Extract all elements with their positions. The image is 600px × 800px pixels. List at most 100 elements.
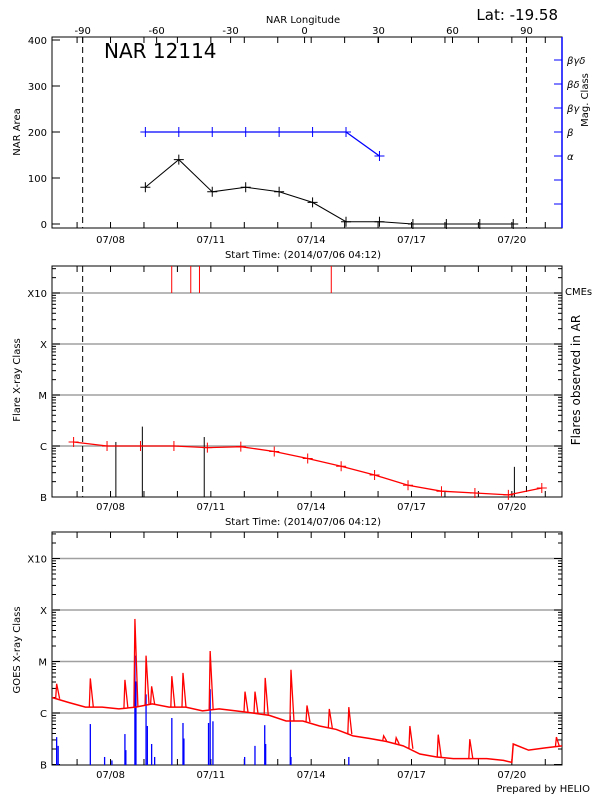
x-tick-label: 07/17 bbox=[397, 502, 426, 513]
background-flux-line bbox=[73, 441, 542, 496]
goes-long-channel-spike bbox=[347, 707, 353, 735]
y-tick-label: X bbox=[40, 606, 47, 617]
area-line bbox=[145, 158, 514, 225]
y-tick-label: B bbox=[40, 761, 47, 772]
top-tick-label: 30 bbox=[372, 26, 385, 37]
goes-long-channel-spike bbox=[468, 739, 474, 759]
mag-tick-label: βγδ bbox=[566, 56, 585, 67]
x-tick-label: 07/17 bbox=[397, 235, 426, 246]
area-point bbox=[407, 219, 418, 229]
top-tick-label: 0 bbox=[301, 26, 307, 37]
area-point bbox=[441, 219, 452, 229]
mag-tick-label: β bbox=[566, 128, 574, 139]
top-tick-label: 90 bbox=[520, 26, 533, 37]
goes-long-channel-spike bbox=[253, 691, 259, 714]
goes-long-channel-spike bbox=[208, 650, 214, 710]
background-flux-point bbox=[202, 442, 213, 453]
background-flux-point bbox=[135, 441, 146, 451]
background-flux-point bbox=[302, 453, 313, 464]
y-tick-label: X bbox=[40, 340, 47, 351]
region-label: NAR 12114 bbox=[104, 39, 217, 63]
mag-class-point bbox=[374, 151, 385, 161]
background-flux-point bbox=[102, 441, 113, 451]
y-tick-label: C bbox=[40, 709, 47, 720]
x-tick-label: 07/08 bbox=[96, 770, 125, 781]
mag-class-point bbox=[307, 127, 318, 137]
area-point bbox=[173, 154, 184, 165]
background-flux-point bbox=[235, 441, 246, 452]
footer-credit: Prepared by HELIO bbox=[496, 784, 590, 795]
background-flux-point bbox=[336, 461, 347, 472]
background-flux-point bbox=[68, 436, 79, 447]
area-point bbox=[508, 219, 519, 229]
background-flux-point bbox=[403, 480, 414, 491]
background-flux-point bbox=[369, 470, 380, 480]
background-flux-point bbox=[269, 446, 280, 457]
y-tick-label: X10 bbox=[27, 555, 47, 566]
goes-long-channel-spike bbox=[149, 686, 156, 705]
plot-frame bbox=[51, 531, 563, 766]
mag-tick-label: βδ bbox=[566, 80, 580, 91]
area-point bbox=[341, 216, 352, 227]
mag-tick-label: βγ bbox=[566, 104, 580, 115]
goes-long-channel-spike bbox=[88, 678, 94, 708]
y-tick-label: 300 bbox=[28, 82, 47, 93]
y-axis-title: GOES X-ray Class bbox=[12, 606, 23, 693]
y-tick-label: 400 bbox=[28, 36, 47, 47]
x-tick-label: 07/11 bbox=[196, 770, 225, 781]
goes-long-channel-line bbox=[51, 696, 563, 764]
goes-long-channel-spike bbox=[436, 734, 442, 758]
x-tick-label: 07/20 bbox=[497, 502, 526, 513]
y-tick-label: C bbox=[40, 442, 47, 453]
x-tick-label: 07/08 bbox=[96, 502, 125, 513]
y-tick-label: B bbox=[40, 493, 47, 504]
goes-long-channel-spike bbox=[54, 683, 61, 699]
mag-class-point bbox=[173, 127, 184, 137]
y-axis-title: Flare X-ray Class bbox=[12, 338, 23, 422]
goes-xray-panel: B C M X X10 07/08 07/11 07/14 07/17 07/20 GOES X-r… bbox=[12, 531, 563, 781]
x-axis-title: Start Time: (2014/07/06 04:12) bbox=[225, 250, 381, 261]
flare-class-panel: B C M X X10 07/08 07/11 07/14 07/17 07/20 Start Ti… bbox=[12, 265, 592, 528]
area-point bbox=[140, 182, 151, 193]
mag-class-point bbox=[240, 127, 251, 137]
y2-axis-title: Flares observed in AR bbox=[569, 315, 583, 445]
goes-long-channel-spike bbox=[394, 735, 400, 745]
top-tick-label: -60 bbox=[148, 26, 164, 37]
x-axis-title: Start Time: (2014/07/06 04:12) bbox=[225, 517, 381, 528]
goes-long-channel-spike bbox=[123, 679, 129, 709]
top-axis-title: NAR Longitude bbox=[266, 15, 340, 26]
goes-long-channel-spike bbox=[243, 691, 249, 713]
area-point bbox=[274, 186, 285, 197]
goes-long-channel-spike bbox=[554, 736, 561, 747]
x-tick-label: 07/14 bbox=[297, 235, 326, 246]
mag-tick-label: α bbox=[567, 152, 574, 163]
x-tick-label: 07/11 bbox=[196, 502, 225, 513]
mag-class-point bbox=[140, 127, 151, 137]
goes-long-channel-spike bbox=[289, 669, 295, 722]
mag-class-point bbox=[341, 127, 352, 137]
goes-long-channel-spike bbox=[408, 725, 414, 749]
background-flux-point bbox=[536, 483, 547, 494]
x-tick-label: 07/20 bbox=[497, 235, 526, 246]
area-point bbox=[474, 219, 485, 229]
top-tick-label: -90 bbox=[74, 26, 90, 37]
goes-long-channel-spike bbox=[170, 676, 176, 708]
y-axis-title: NAR Area bbox=[12, 108, 23, 155]
background-flux-point bbox=[503, 489, 514, 500]
area-point bbox=[240, 182, 251, 193]
goes-long-channel-spike bbox=[327, 708, 333, 729]
goes-long-channel-spike bbox=[382, 734, 388, 742]
goes-long-channel-spike bbox=[263, 677, 269, 715]
top-tick-label: -30 bbox=[222, 26, 238, 37]
y2-axis-title: Mag. Class bbox=[580, 73, 591, 127]
goes-long-channel-spike bbox=[305, 705, 311, 723]
x-tick-label: 07/14 bbox=[297, 770, 326, 781]
background-flux-point bbox=[436, 486, 447, 497]
plot-frame bbox=[51, 265, 563, 498]
x-tick-label: 07/20 bbox=[497, 770, 526, 781]
y-tick-label: 100 bbox=[28, 174, 47, 185]
background-flux-point bbox=[469, 487, 480, 498]
y-tick-label: 0 bbox=[41, 220, 47, 231]
x-tick-label: 07/08 bbox=[96, 235, 125, 246]
x-tick-label: 07/17 bbox=[397, 770, 426, 781]
